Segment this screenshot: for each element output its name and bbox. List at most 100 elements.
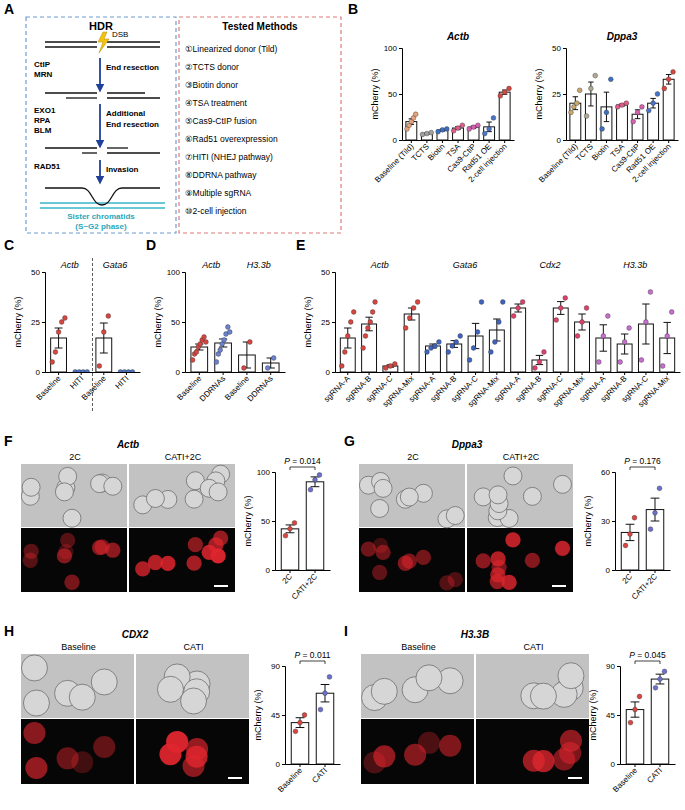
x-axis: Baseline (Tild)TCTSBiotinTSACas9-CtiPRad…	[373, 140, 514, 184]
brightfield-image	[21, 654, 134, 718]
panel-label: A	[4, 1, 14, 17]
error-bar-cap	[651, 521, 660, 522]
data-point	[660, 364, 665, 369]
y-tick-mark	[182, 272, 185, 273]
y-axis: 02550	[321, 268, 335, 377]
step-arrow	[99, 104, 101, 144]
data-point	[644, 320, 649, 325]
data-point	[437, 340, 442, 345]
step-label: Invasion	[106, 165, 139, 174]
embryo-fluorescence	[525, 553, 540, 568]
group-title: Actb	[201, 260, 220, 270]
scale-bar	[214, 585, 228, 587]
y-axis: 050100	[167, 268, 186, 377]
embryo-fluorescence	[505, 532, 520, 547]
x-tick-label: sgRNA-Mix	[381, 374, 416, 409]
y-tick-mark	[182, 322, 185, 323]
y-tick: 30	[601, 517, 615, 526]
y-tick-label: 0	[606, 566, 611, 575]
bar	[316, 693, 334, 764]
data-point	[475, 330, 480, 335]
scale-bar	[552, 585, 566, 587]
y-axis-line	[563, 49, 567, 141]
data-point	[318, 707, 323, 712]
y-tick-mark	[42, 322, 45, 323]
x-tick-mark	[645, 372, 646, 375]
error-bar-cap	[344, 328, 351, 329]
group-title: H3.3b	[623, 260, 647, 270]
method-item: ⑥Rad51 overexpression	[185, 134, 278, 144]
data-point	[106, 314, 111, 319]
x-tick-mark	[103, 372, 104, 375]
dna-strand	[45, 147, 97, 148]
brightfield-image	[361, 654, 474, 718]
group-divider	[92, 258, 93, 412]
y-tick-label: 45	[606, 711, 615, 720]
y-tick-mark	[617, 715, 620, 716]
y-axis-title: mCherry (%)	[370, 68, 380, 119]
y-tick: 100	[167, 268, 185, 277]
data-point	[345, 334, 350, 339]
data-point	[415, 300, 420, 305]
y-tick-label: 0	[266, 566, 271, 575]
y-tick-label: 90	[606, 662, 615, 671]
error-bar-cap	[296, 717, 305, 718]
factor-label: CtIP	[34, 60, 51, 69]
data-point	[633, 707, 638, 712]
data-point	[218, 348, 223, 353]
error-bar	[55, 328, 63, 348]
data-point	[271, 356, 276, 361]
embryo-fluorescence	[23, 544, 38, 559]
y-axis-title: mCherry (%)	[534, 68, 544, 119]
embryo	[21, 655, 47, 681]
y-tick-mark	[563, 94, 566, 95]
x-axis-line	[336, 372, 681, 373]
y-axis: 050100	[384, 44, 403, 145]
x-tick-mark	[411, 140, 412, 143]
plot-area	[626, 669, 669, 764]
factor-label: BLM	[34, 126, 52, 135]
error-bar-cap	[321, 684, 330, 685]
x-tick: TCTS	[574, 140, 595, 163]
error-bar-cap	[472, 323, 479, 324]
embryo	[374, 479, 392, 497]
x-tick-label: Biotin	[590, 142, 611, 163]
y-tick: 45	[271, 711, 285, 720]
embryo-fluorescence	[555, 541, 570, 556]
x-tick-mark	[637, 140, 638, 143]
y-axis-title: mCherry (%)	[303, 296, 313, 347]
x-tick-mark	[560, 372, 561, 375]
y-axis-line	[272, 473, 276, 571]
x-axis: Baseline (Tild)TCTSBiotinTSACas9-CtiPRad…	[537, 140, 678, 184]
fluorescence-image	[21, 719, 134, 784]
y-tick-label: 25	[321, 318, 330, 327]
x-axis: BaselineCATI	[611, 764, 675, 794]
error-bar	[663, 322, 670, 353]
data-point	[429, 130, 434, 135]
dna-strand	[107, 147, 128, 148]
data-point	[584, 306, 589, 311]
embryo	[446, 507, 464, 525]
y-tick: 90	[271, 662, 285, 671]
data-point	[628, 532, 633, 537]
y-tick-mark	[282, 666, 285, 667]
embryo	[489, 486, 507, 504]
data-point	[292, 521, 297, 526]
x-tick-label: 2C	[621, 572, 635, 586]
data-point	[605, 314, 610, 319]
x-tick: HITI	[68, 372, 85, 391]
data-point	[288, 526, 293, 531]
data-point	[214, 360, 219, 365]
panel-label: C	[4, 237, 14, 253]
brightfield-image	[476, 654, 589, 718]
error-bar	[578, 314, 585, 330]
data-point	[383, 366, 388, 371]
data-point	[313, 477, 318, 482]
embryo	[416, 665, 442, 691]
data-point	[500, 300, 505, 305]
x-tick-mark	[432, 372, 433, 375]
data-point	[293, 729, 298, 734]
image-label: 2C	[69, 452, 81, 462]
x-tick-mark	[539, 372, 540, 375]
embryo-fluorescence	[159, 743, 181, 765]
